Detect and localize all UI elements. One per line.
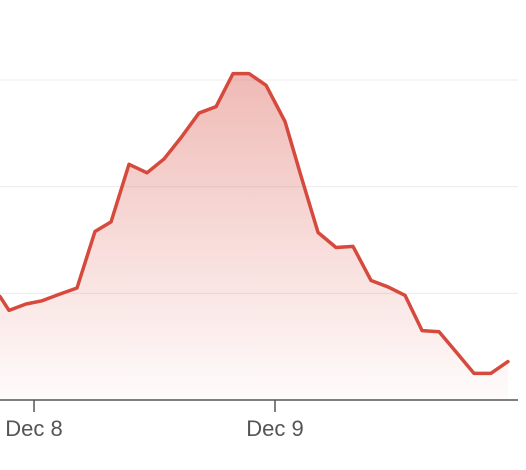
x-axis: Dec 8 Dec 9 [5,400,304,441]
plot [0,71,510,400]
line [0,71,510,376]
area-fill [0,73,508,400]
x-tick-label: Dec 8 [5,416,62,441]
x-tick-label: Dec 9 [246,416,303,441]
